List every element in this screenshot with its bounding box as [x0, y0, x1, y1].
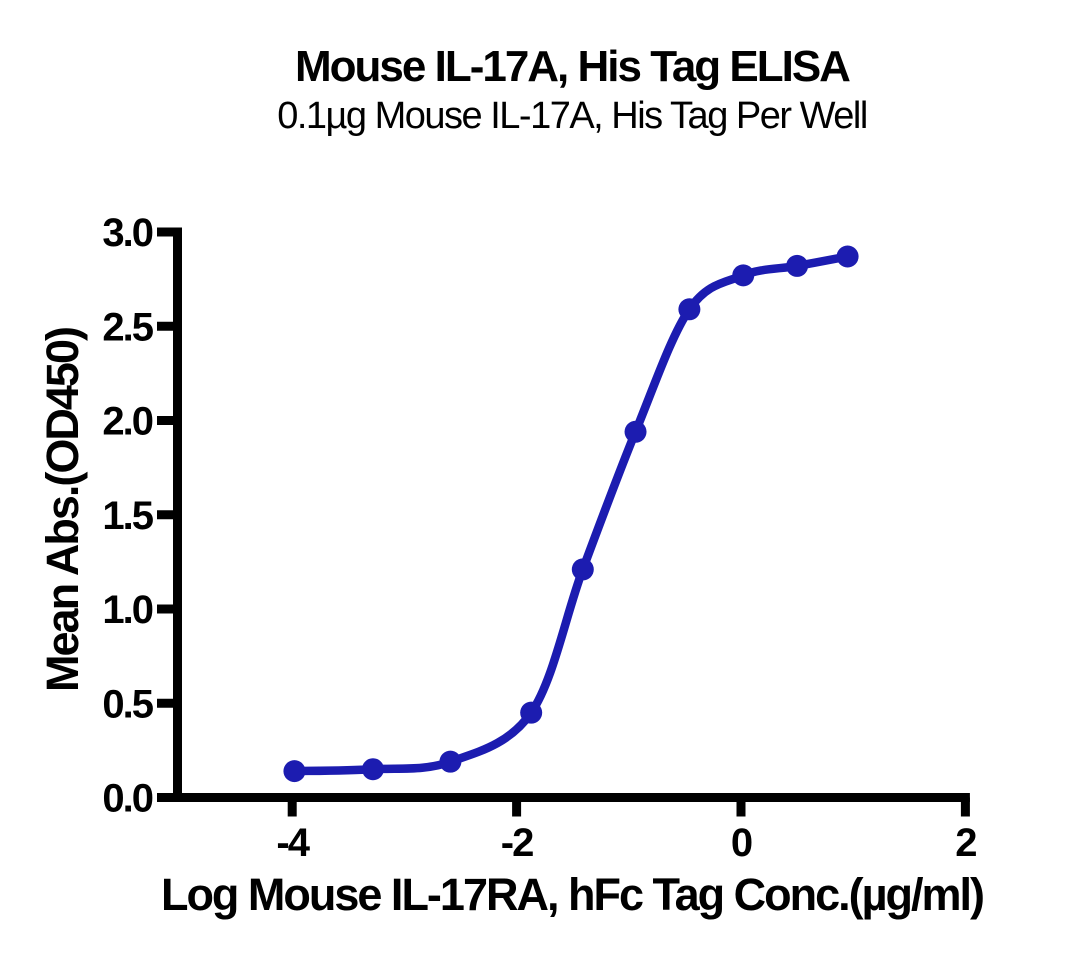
x-tick-label: -4 [276, 821, 310, 865]
chart-title: Mouse IL-17A, His Tag ELISA [295, 42, 850, 91]
y-tick-label: 2.5 [102, 305, 153, 349]
data-point [361, 758, 384, 781]
data-point [786, 254, 809, 277]
y-tick-label: 3.0 [102, 211, 152, 255]
x-tick-label: 0 [731, 821, 752, 865]
y-tick-label: 0.0 [102, 777, 152, 821]
x-tick-label: 2 [955, 821, 976, 865]
data-point [678, 298, 701, 321]
chart-subtitle: 0.1µg Mouse IL-17A, His Tag Per Well [277, 95, 867, 137]
y-tick-label: 1.0 [102, 588, 152, 632]
y-axis-title: Mean Abs.(OD450) [37, 328, 88, 692]
data-point [836, 245, 859, 268]
data-point [624, 420, 647, 443]
x-tick-label: -2 [501, 821, 533, 865]
axes: 0.0 0.5 1.0 1.5 2.0 2.5 3.0 -4 -2 0 2 [102, 211, 978, 865]
data-point [439, 750, 462, 773]
data-point [520, 701, 543, 724]
y-tick-label: 1.5 [102, 494, 153, 538]
data-point [283, 760, 306, 783]
data-point [732, 264, 755, 287]
dose-response-series [283, 245, 859, 783]
data-point [571, 558, 594, 581]
fit-curve [290, 252, 852, 776]
y-tick-label: 0.5 [102, 682, 153, 726]
y-tick-label: 2.0 [102, 400, 152, 444]
x-axis-title: Log Mouse IL-17RA, hFc Tag Conc.(µg/ml) [161, 869, 983, 920]
